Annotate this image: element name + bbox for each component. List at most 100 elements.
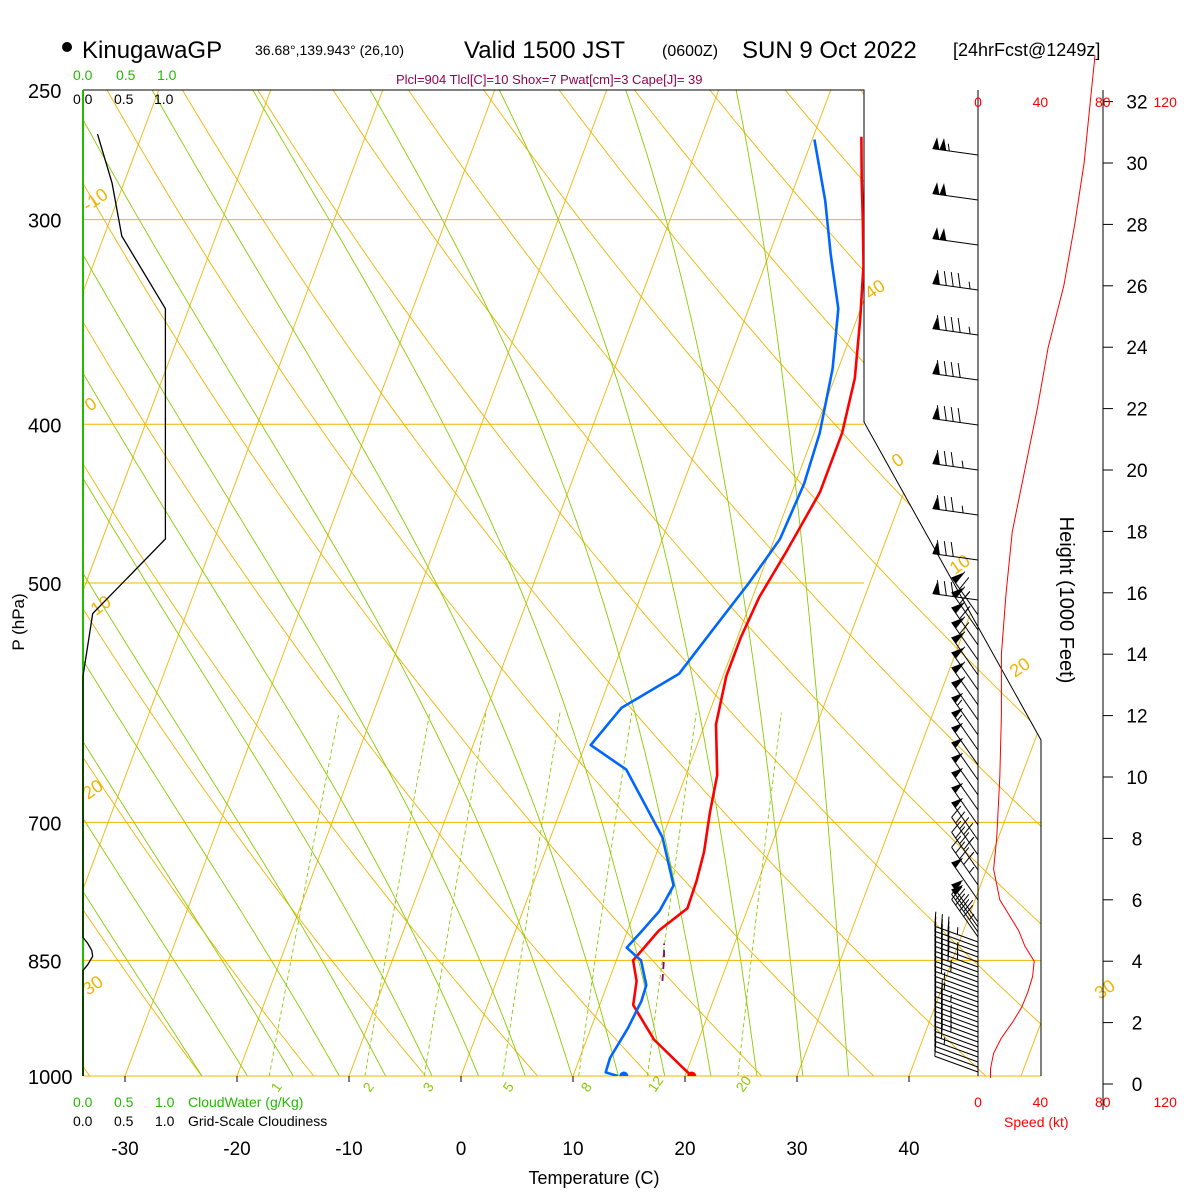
wind-barb-flag <box>957 273 961 288</box>
wind-barb-staff <box>934 1045 979 1063</box>
wind-barb-pennant <box>932 227 940 240</box>
height-tick-label: 24 <box>1126 338 1148 359</box>
wind-barb-flag <box>947 916 950 932</box>
temperature-tick-label: 40 <box>898 1139 919 1160</box>
cloudwater-top-tick: 0.5 <box>116 67 136 83</box>
mixing-ratio-label: 5 <box>499 1079 517 1095</box>
wind-barb-staff <box>951 894 979 933</box>
wind-barb-pennant <box>951 782 964 794</box>
wind-barb-flag <box>959 622 970 635</box>
moist-adiabat-line <box>83 90 404 1076</box>
moist-adiabat-line <box>83 90 314 1076</box>
wind-barb-staff <box>951 832 979 871</box>
wind-barb-flag <box>951 835 962 848</box>
wind-barb-pennant <box>951 879 964 891</box>
wind-barb-half-flag <box>943 972 946 980</box>
dry-adiabat-line <box>516 90 1041 1076</box>
wind-barb-flag <box>950 497 954 512</box>
cloudwater-bottom-tick: 1.0 <box>155 1094 175 1110</box>
moist-adiabat-line <box>562 90 807 1076</box>
wind-barb-pennant <box>951 572 964 584</box>
station-coords: 36.68°,139.943° (26,10) <box>255 42 404 58</box>
wind-barb-flag <box>943 361 947 376</box>
mixing-ratio-line <box>497 712 561 1076</box>
mixing-ratio-line <box>358 712 431 1076</box>
wind-barb-half-flag <box>961 460 964 468</box>
wind-barb-half-flag <box>964 606 971 613</box>
moist-adiabat-line <box>83 90 225 1076</box>
speed-axis-label: Speed (kt) <box>1004 1114 1069 1130</box>
wind-barb-flag <box>936 360 940 375</box>
moist-adiabat-line <box>162 90 673 1076</box>
wind-barb <box>932 580 979 601</box>
wind-barb-staff <box>932 508 979 516</box>
wind-barb-flag <box>936 450 940 465</box>
wind-barb-flag <box>955 571 966 584</box>
wind-barb <box>932 137 979 156</box>
wind-barb-half-flag <box>950 1004 952 1013</box>
wind-barb-staff <box>934 985 979 1003</box>
wind-barb-flag <box>955 811 966 824</box>
wind-barb-half-flag <box>947 143 950 152</box>
wind-barb-staff <box>934 1050 979 1068</box>
wind-barb-pennant <box>951 737 964 749</box>
cloudwater-bottom-tick: 0.0 <box>73 1094 93 1110</box>
wind-barb-staff <box>951 712 979 751</box>
moist-adiabat-line <box>83 90 359 1076</box>
wind-barb-half-flag <box>969 851 975 859</box>
wind-barb-staff <box>934 1055 979 1073</box>
axes: Temperature (C) P (hPa) Height (1000 Fee… <box>9 517 1077 1188</box>
dry-adiabat-line <box>83 90 797 1076</box>
wind-barb <box>932 450 979 471</box>
wind-barb-flag <box>955 841 966 854</box>
wind-barb <box>934 911 979 943</box>
wind-barb-staff <box>932 418 979 426</box>
wind-barb-staff <box>934 1040 979 1058</box>
cloudiness-top-tick: 1.0 <box>154 91 174 107</box>
plot-border <box>83 89 1042 1076</box>
wind-barb-staff <box>951 757 979 796</box>
wind-barb-staff <box>932 148 979 156</box>
moist-adiabat-line <box>414 90 763 1076</box>
wind-barb <box>932 227 979 246</box>
temperature-tick-label: 10 <box>562 1139 583 1160</box>
wind-barb-half-flag <box>964 591 971 598</box>
wind-barb <box>951 879 979 923</box>
moist-adiabat-line <box>83 90 539 1076</box>
isotherm-label: 30 <box>1091 975 1119 1003</box>
wind-barb-flag <box>943 496 947 511</box>
wind-barb-flag <box>950 407 954 422</box>
wind-barb-flag <box>959 894 970 907</box>
wind-barb <box>932 360 979 381</box>
wind-barb-staff <box>934 1020 979 1038</box>
cloudwater-bottom-tick: 0.5 <box>114 1094 134 1110</box>
dry-adiabat-line <box>375 90 1041 1076</box>
wind-barb-pennant <box>951 857 964 869</box>
dry-adiabat-line <box>92 90 1024 1076</box>
cloud-legend-cloudwater: CloudWater (g/Kg) <box>188 1094 303 1110</box>
mixing-ratio-label: 1 <box>267 1079 285 1095</box>
wind-barb-flag <box>950 542 954 557</box>
isotherm-line <box>83 90 443 1076</box>
wind-barb-staff <box>934 995 979 1013</box>
moist-adiabat-line <box>83 90 583 1076</box>
wind-barb-flag <box>936 495 940 510</box>
dry-adiabat-line <box>83 90 910 1076</box>
wind-barb-staff <box>932 373 979 381</box>
wind-barb <box>934 1041 979 1073</box>
pressure-tick-label: 1000 <box>28 1067 73 1089</box>
chart-header: KinugawaGP 36.68°,139.943° (26,10) Valid… <box>62 37 1100 87</box>
wind-barb-half-flag <box>969 836 975 844</box>
wind-barb-flag <box>936 405 940 420</box>
mixing-ratio-line <box>573 712 633 1076</box>
wind-barb-flag <box>943 581 947 596</box>
wind-barb <box>932 270 979 291</box>
height-tick-label: 30 <box>1126 154 1147 175</box>
temperature-tick-label: 30 <box>786 1139 807 1160</box>
wind-barb-staff <box>934 1000 979 1018</box>
height-tick-label: 16 <box>1126 584 1147 605</box>
pressure-tick-label: 400 <box>28 415 61 437</box>
wind-barb-flag <box>955 826 966 839</box>
